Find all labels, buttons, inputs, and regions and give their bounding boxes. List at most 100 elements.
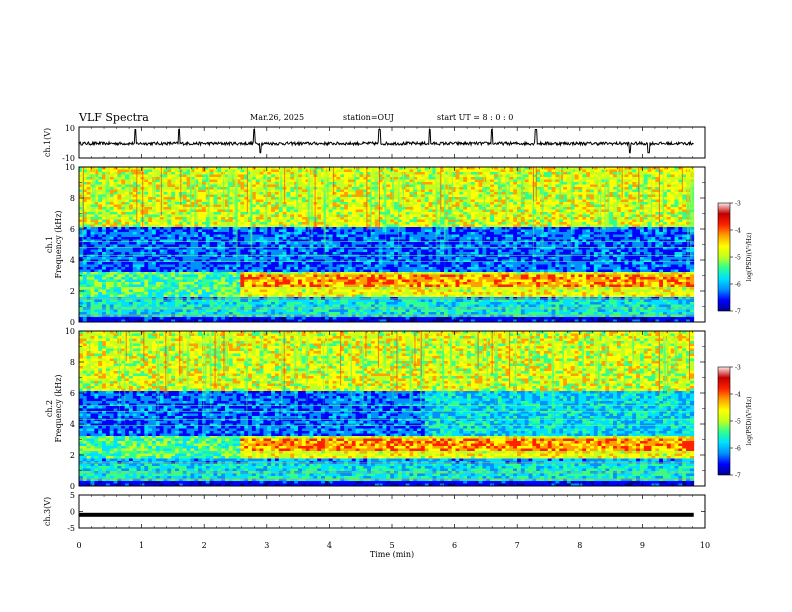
ch1-spectrogram-cell (470, 217, 476, 220)
ch1-spectrogram-cell (413, 189, 418, 193)
ch1-spectrogram-cell (674, 169, 679, 173)
ch1-spectrogram-cell (371, 184, 376, 188)
ch1-spectrogram-cell (301, 204, 307, 208)
ch1-spectrogram-cell (655, 222, 660, 225)
ch1-spectrogram-cell (163, 172, 168, 175)
ch1-spectrogram-cell (586, 167, 591, 170)
ch1-spectrogram-cell (447, 217, 453, 220)
ch1-spectrogram-cell (394, 229, 399, 233)
ch1-spectrogram-cell (467, 202, 472, 205)
ch1-spectrogram-cell (225, 189, 230, 193)
ch1-spectrogram-cell (171, 239, 176, 243)
ch1-spectrogram-cell (394, 237, 399, 240)
ch1-spectrogram-cell (251, 194, 257, 198)
ch1-spectrogram-cell (94, 229, 99, 233)
ch1-spectrogram-cell (175, 204, 180, 208)
ch1-spectrogram-cell (359, 169, 364, 173)
ch1-spectrogram-cell (332, 174, 337, 178)
ch1-spectrogram-cell (317, 197, 322, 200)
ch1-spectrogram-cell (175, 232, 180, 235)
ch1-spectrogram-cell (225, 239, 230, 243)
ch1-spectrogram-cell (555, 184, 560, 188)
ch1-spectrogram-cell (94, 179, 99, 183)
ch1-spectrogram-cell (478, 179, 483, 183)
ch1-spectrogram-cell (613, 217, 618, 220)
ch1-spectrogram-cell (321, 214, 326, 218)
ch1-spectrogram-cell (240, 234, 245, 238)
ch1-spectrogram-cell (643, 182, 649, 185)
ch1-spectrogram-cell (359, 222, 364, 225)
ch1-spectrogram-cell (394, 212, 399, 215)
ch1-spectrogram-cell (359, 187, 364, 190)
ch1-spectrogram-cell (394, 204, 399, 208)
ch1-spectrogram-cell (351, 237, 357, 240)
ch1-spectrogram-cell (271, 174, 276, 178)
ch1-spectrogram-cell (98, 187, 103, 190)
ch1-spectrogram-cell (582, 182, 587, 185)
ch1-spectrogram-cell (486, 167, 491, 170)
ch1-spectrogram-cell (513, 192, 518, 195)
ch1-spectrogram-cell (478, 237, 483, 240)
ch1-spectrogram-cell (128, 184, 134, 188)
ch1-spectrogram-cell (620, 209, 625, 213)
ch1-spectrogram-cell (551, 232, 556, 235)
ch1-spectrogram-cell (436, 212, 441, 215)
ch1-spectrogram-cell (217, 222, 222, 225)
ch1-spectrogram-cell (255, 219, 260, 223)
ch1-spectrogram-cell (451, 192, 456, 195)
ch1-spectrogram-cell (490, 199, 495, 203)
ch1-spectrogram-cell (82, 224, 88, 228)
ch1-spectrogram-cell (613, 222, 618, 225)
ch1-spectrogram-cell (367, 214, 372, 218)
ch1-spectrogram-cell (328, 182, 333, 185)
ch1-spectrogram-cell (666, 172, 672, 175)
ch1-spectrogram-cell (682, 224, 687, 228)
ch1-spectrogram-cell (632, 172, 637, 175)
ch1-spectrogram-cell (128, 182, 134, 185)
ch1-spectrogram-cell (113, 184, 118, 188)
ch1-spectrogram-cell (182, 224, 187, 228)
ch1-spectrogram-cell (317, 184, 322, 188)
ch1-spectrogram-cell (98, 197, 103, 200)
ch1-spectrogram-cell (597, 224, 602, 228)
ch1-spectrogram-cell (493, 174, 499, 178)
ch1-spectrogram-cell (278, 222, 284, 225)
ch1-spectrogram-cell (102, 174, 107, 178)
ch1-spectrogram-cell (609, 209, 614, 213)
ch1-spectrogram-cell (582, 197, 587, 200)
ch1-spectrogram-cell (670, 237, 675, 240)
ch1-spectrogram-cell (428, 199, 433, 203)
ch1-spectrogram-cell (420, 229, 426, 233)
ch1-spectrogram-cell (152, 222, 157, 225)
ch1-spectrogram-cell (424, 177, 430, 180)
ch1-spectrogram-cell (144, 187, 149, 190)
ch1-spectrogram-cell (394, 179, 399, 183)
ch1-spectrogram-cell (524, 234, 529, 238)
ch1-spectrogram-cell (674, 222, 679, 225)
ch1-spectrogram-cell (190, 212, 195, 215)
ch1-spectrogram-cell (201, 192, 207, 195)
ch1-spectrogram-cell (178, 234, 184, 238)
ch1-spectrogram-cell (363, 187, 368, 190)
ch1-spectrogram-cell (86, 169, 91, 173)
ch1-spectrogram-cell (336, 182, 341, 185)
ch1-spectrogram-cell (182, 174, 187, 178)
ch1-spectrogram-cell (601, 199, 606, 203)
ch1-spectrogram-cell (417, 169, 422, 173)
ch1-spectrogram-cell (689, 172, 695, 175)
ch1-spectrogram-cell (470, 169, 476, 173)
ch1-spectrogram-cell (444, 187, 449, 190)
ch1-spectrogram-cell (236, 194, 241, 198)
ch1-spectrogram-cell (148, 169, 153, 173)
ch1-spectrogram-cell (271, 177, 276, 180)
ch1-spectrogram-cell (259, 169, 264, 173)
ch1-spectrogram-cell (639, 214, 645, 218)
ch1-spectrogram-cell (155, 167, 161, 170)
ch1-spectrogram-cell (205, 242, 211, 245)
ch1-spectrogram-cell (347, 239, 353, 243)
ch1-spectrogram-cell (190, 242, 195, 245)
ch1-spectrogram-cell (647, 167, 652, 170)
ch1-spectrogram-cell (551, 224, 556, 228)
ch1-spectrogram-cell (228, 177, 234, 180)
ch1-spectrogram-cell (528, 234, 533, 238)
